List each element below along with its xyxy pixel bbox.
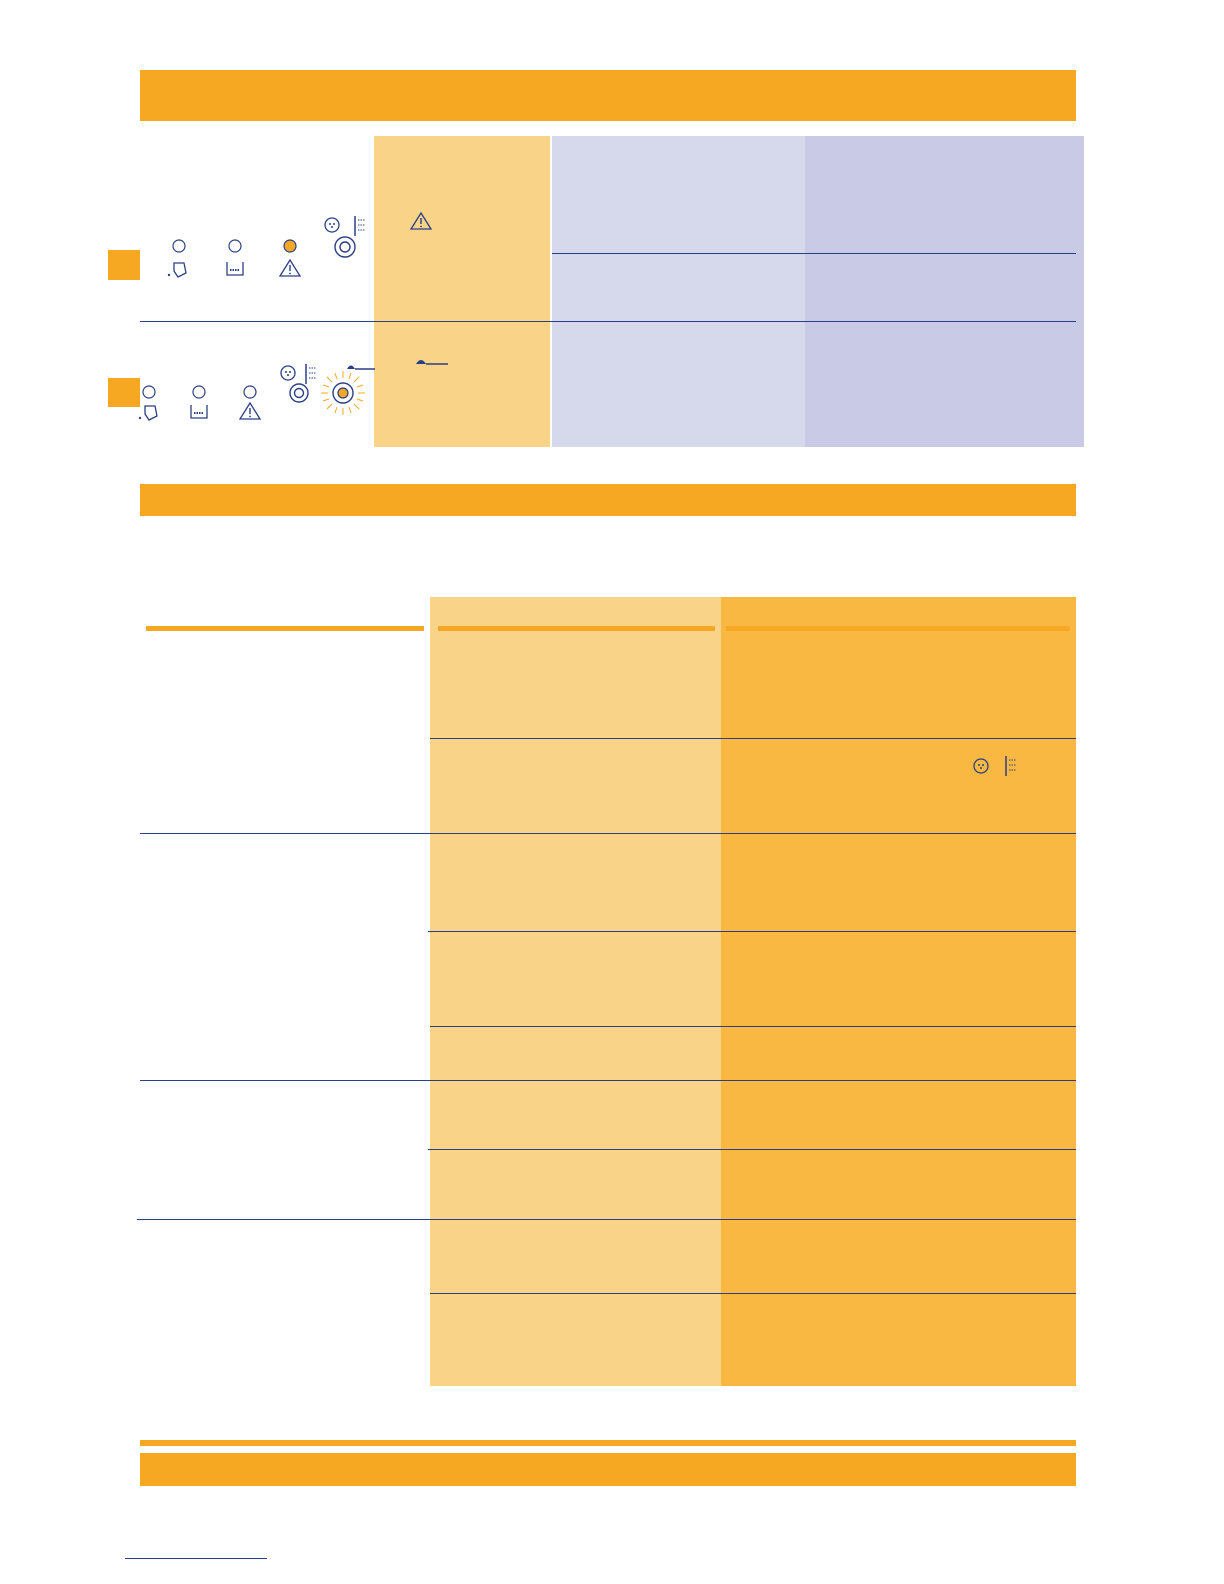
water-level-icon: [354, 216, 365, 236]
footnote-rule: [125, 1558, 267, 1559]
spin-rinse-icon: [973, 758, 989, 774]
problem-header-rule: [146, 626, 424, 631]
indicator-signal-column: [374, 136, 550, 447]
cause-header-rule: [438, 626, 715, 631]
detergent-pour-icon: [138, 405, 158, 421]
detergent-pour-icon: [167, 262, 187, 278]
filter-tray-icon: [190, 405, 208, 419]
row-marker-1: [108, 250, 140, 280]
signal-measuring-spoon-icon: [416, 360, 448, 365]
light-off-indicator: [228, 239, 242, 253]
water-level-icon: [305, 364, 316, 384]
warning-triangle-icon: [238, 401, 262, 420]
remedy-header-rule: [726, 626, 1070, 631]
light-off-indicator: [243, 385, 257, 399]
row-divider: [428, 1149, 1076, 1150]
row-divider: [430, 1293, 1076, 1294]
signal-warning-triangle-icon: [409, 211, 433, 230]
indicator-panel-2: [135, 358, 375, 422]
row-divider: [430, 1026, 1076, 1027]
spin-rinse-icon: [324, 217, 340, 233]
knob-dial-glowing-icon: [321, 371, 365, 415]
light-off-indicator: [142, 385, 156, 399]
row-divider: [428, 931, 1076, 932]
light-on-indicator: [283, 239, 297, 253]
row-marker-2: [108, 378, 140, 407]
group-divider: [137, 1219, 1076, 1220]
row-divider: [552, 253, 1076, 254]
problem-cause-column: [430, 597, 721, 1386]
section-header-band-3: [140, 1453, 1076, 1486]
section-divider: [140, 321, 1076, 322]
warning-triangle-icon: [278, 258, 302, 277]
cause-column: [552, 136, 805, 447]
light-off-indicator: [192, 385, 206, 399]
water-level-icon: [1005, 756, 1016, 776]
light-off-indicator: [172, 239, 186, 253]
group-divider: [140, 833, 1076, 834]
knob-dial-icon: [289, 383, 309, 403]
measuring-spoon-icon: [347, 365, 375, 370]
row-divider: [430, 738, 1076, 739]
group-divider: [140, 1080, 1076, 1081]
spin-rinse-icon: [280, 365, 296, 381]
section-header-band-2: [140, 484, 1076, 516]
bottom-rule: [140, 1440, 1076, 1446]
section-header-band-1: [140, 70, 1076, 121]
remedy-column: [805, 136, 1084, 447]
indicator-panel-1: [160, 212, 370, 282]
problem-remedy-column: [721, 597, 1076, 1386]
filter-tray-icon: [226, 262, 244, 276]
knob-dial-icon: [334, 236, 356, 258]
